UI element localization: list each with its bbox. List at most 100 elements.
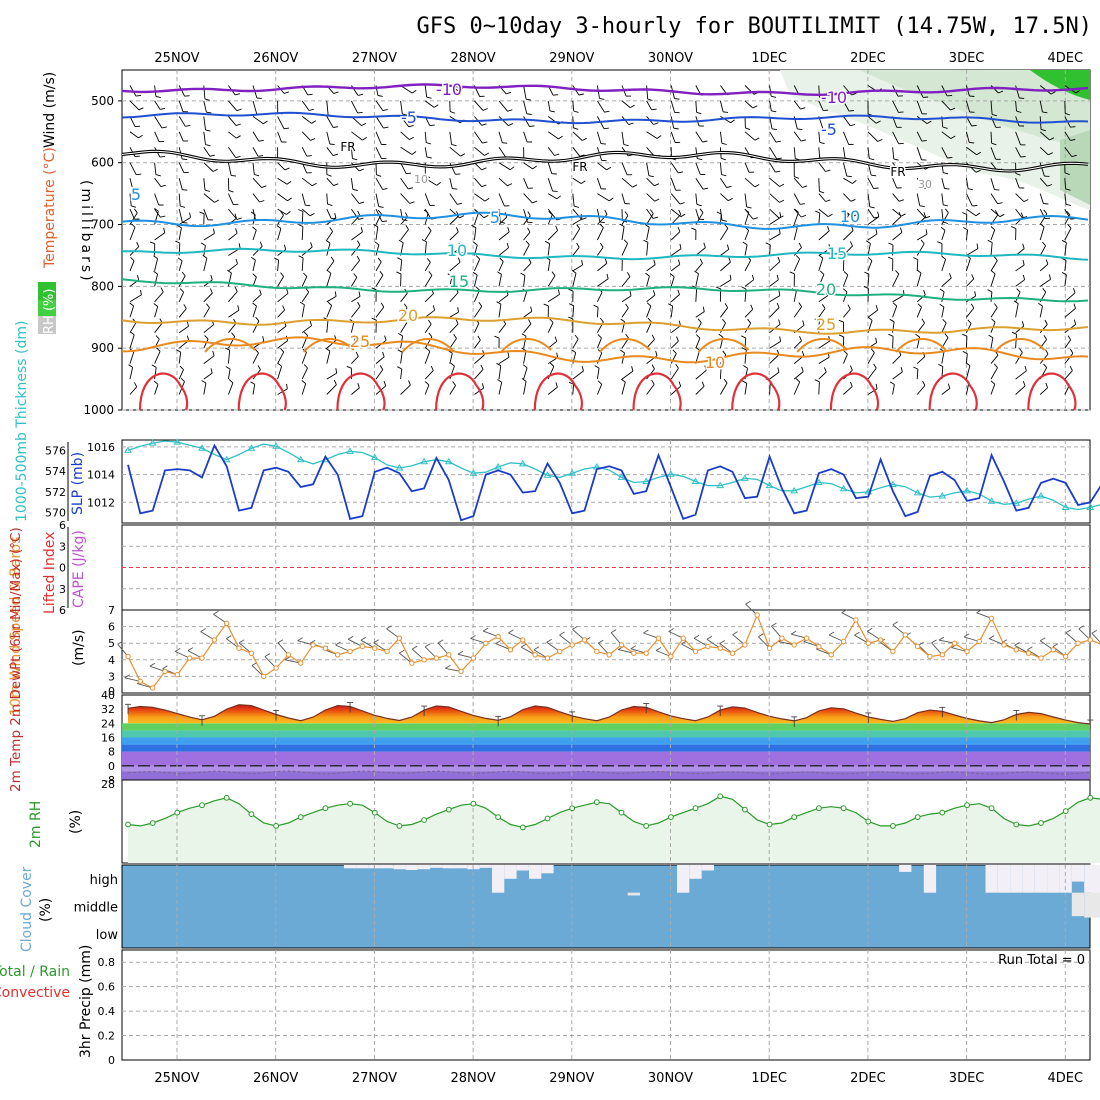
wind-barb [227, 369, 231, 380]
wind-barb-flag [282, 305, 286, 311]
wind-barb [203, 383, 207, 395]
wind-barb-flag [802, 320, 805, 326]
wind-barb [228, 100, 238, 111]
wind-barb-flag [398, 333, 403, 337]
wind-barb-flag [944, 188, 950, 190]
isotherm-line [122, 278, 1089, 303]
wind-barb-flag [776, 302, 780, 308]
wind-barb-flag [506, 242, 510, 248]
thickness-marker [1037, 492, 1045, 499]
wind-barb [203, 162, 214, 172]
wind-barb-flag [696, 111, 702, 115]
wind-barb [474, 339, 481, 349]
wind10m-barb-flag [1091, 629, 1098, 634]
contour-label: 25 [816, 315, 836, 334]
wind-barb-flag [459, 215, 465, 219]
wind-barb [498, 216, 508, 225]
wind-barb-flag [201, 380, 207, 384]
wind-barb-flag [974, 291, 977, 297]
isotherm-line [122, 336, 1089, 364]
thickness-marker [543, 471, 552, 478]
cloud-clear-middle [627, 892, 640, 896]
wind10m-barb-flag [399, 649, 405, 654]
thickness-marker [691, 477, 700, 484]
cloud-clear-middle [1071, 892, 1085, 917]
wind10m-marker [1087, 637, 1094, 643]
wind-barb [424, 193, 431, 206]
wind-barb [351, 296, 361, 303]
wind10m-marker [199, 655, 205, 661]
wind-barb-flag [426, 258, 431, 263]
wind-barb [720, 279, 732, 287]
wind-barb-flag [678, 171, 684, 174]
wind-barb [990, 229, 996, 241]
date-label-top: 4DEC [1048, 51, 1084, 66]
wind-barb-flag [507, 226, 510, 233]
wind-tick-label: 0 [108, 685, 115, 698]
wind10m-barb-flag [1065, 629, 1072, 634]
wind-barb [498, 193, 505, 207]
wind-barb-flag [286, 181, 292, 185]
wind10m-barb-flag [445, 665, 451, 669]
wind-barb [277, 292, 289, 303]
wind-barb [129, 162, 137, 175]
wind-barb-flag [975, 212, 981, 217]
wind-barb-flag [234, 213, 237, 219]
wind-barb [572, 193, 575, 207]
wind10m-barb-flag [457, 650, 464, 655]
wind-barb-flag [573, 205, 580, 208]
wind-barb [1039, 245, 1046, 256]
wind-barb-flag [850, 124, 856, 127]
wind-barb-flag [483, 215, 489, 219]
wind10m-marker [359, 643, 366, 650]
wind-barb-flag [828, 244, 831, 250]
wind-barb-flag [409, 201, 415, 204]
slp-grid [122, 440, 1090, 523]
wind-barb [867, 309, 878, 318]
wind10m-marker [421, 657, 427, 663]
wind-barb-flag [1042, 111, 1048, 114]
wind-barb [375, 147, 382, 159]
rh-marker [1038, 820, 1044, 826]
wind-barb [916, 243, 925, 256]
wind-barb-flag [252, 226, 257, 231]
wind-barb [154, 116, 163, 129]
wind-barb [523, 193, 533, 204]
wind-barb-flag [1066, 211, 1071, 216]
wind10m-barb-flag [938, 636, 945, 641]
wind-barb [818, 131, 821, 143]
wind-barb [769, 147, 778, 160]
wind-barb [498, 177, 508, 187]
thickness-marker [222, 455, 231, 463]
wind-barb-flag [777, 256, 781, 262]
wind-barb-flag [333, 183, 339, 187]
wind-barb-flag [497, 271, 502, 275]
wind-barb-flag [155, 174, 161, 177]
wind-barb [941, 178, 945, 189]
thickness-marker [420, 457, 428, 465]
wind10m-barb-flag [655, 647, 662, 651]
slp-frame [121, 439, 1091, 524]
wind-barb-flag [771, 110, 777, 113]
wind-barb [966, 208, 977, 217]
wind-barb [449, 247, 461, 256]
wind-barb-flag [326, 269, 332, 274]
wind-barb-flag [604, 110, 610, 113]
wind-barb-flag [507, 183, 513, 187]
wind10m-barb-flag [297, 637, 303, 642]
wind-barb-flag [471, 224, 477, 229]
wind-barb [842, 291, 848, 302]
wind-barb [178, 369, 184, 380]
wind-barb-flag [604, 258, 608, 264]
wind-barb-flag [900, 366, 903, 373]
wind-barb [695, 385, 705, 395]
wind-barb-flag [752, 217, 758, 220]
contour-label: 25 [350, 332, 370, 351]
wind-barb-flag [475, 286, 480, 291]
wind-barb [498, 304, 502, 318]
wind-barb-flag [1049, 137, 1055, 141]
wind-barb [498, 261, 504, 272]
wind-barb-flag [969, 95, 975, 97]
wind-barb [301, 193, 306, 206]
wind-barb-flag [691, 227, 697, 231]
